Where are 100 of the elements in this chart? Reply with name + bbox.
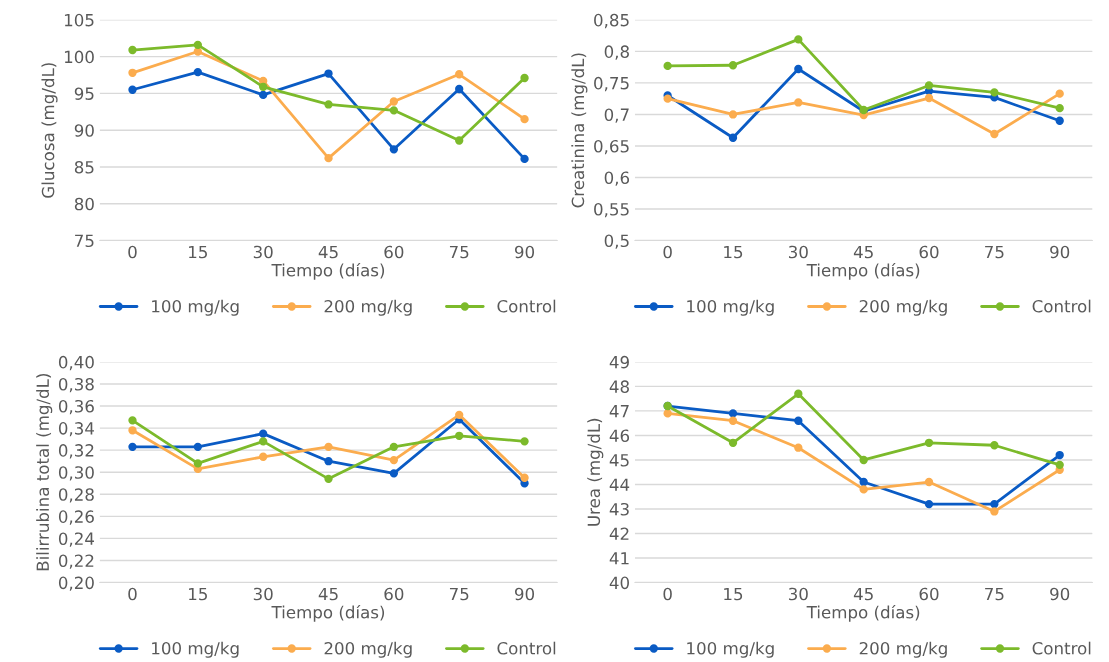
x-tick-label: 0 xyxy=(128,587,137,601)
point xyxy=(924,477,934,487)
y-tick-label: 0,36 xyxy=(58,399,94,415)
point xyxy=(389,455,399,465)
point xyxy=(128,416,137,425)
point xyxy=(1055,116,1064,125)
x-tick-label: 75 xyxy=(985,245,1004,259)
point xyxy=(924,438,934,447)
x-tick-label: 60 xyxy=(384,587,404,601)
y-tick-label: 75 xyxy=(75,234,94,248)
y-tick-label: 41 xyxy=(609,552,629,565)
point xyxy=(859,485,868,494)
y-axis-title: Creatinina (mg/dL) xyxy=(571,53,588,208)
point xyxy=(520,73,529,83)
point xyxy=(128,45,137,55)
x-tick-label: 60 xyxy=(384,245,404,259)
point xyxy=(990,507,999,516)
y-tick-label: 45 xyxy=(609,454,629,467)
point xyxy=(924,499,934,509)
point xyxy=(389,469,399,478)
y-tick-label: 0,26 xyxy=(58,510,94,525)
y-tick-label: 0,5 xyxy=(604,234,629,249)
legend-label: 200 mg/kg xyxy=(324,641,412,658)
y-axis-title: Bilirrubina total (mg/dL) xyxy=(36,374,53,571)
y-tick-label: 46 xyxy=(609,429,630,443)
point xyxy=(128,85,137,94)
point xyxy=(520,154,529,164)
point xyxy=(455,136,464,145)
legend-label: Control xyxy=(1032,641,1091,655)
y-tick-label: 95 xyxy=(74,87,94,100)
point xyxy=(728,438,738,447)
legend-label: 200 mg/kg xyxy=(859,641,947,658)
y-tick-label: 43 xyxy=(609,502,629,516)
y-axis-title: Glucosa (mg/dL) xyxy=(41,63,58,198)
y-tick-label: 0,6 xyxy=(604,171,630,186)
y-tick-label: 0,40 xyxy=(58,355,94,371)
point xyxy=(455,431,464,440)
y-tick-label: 49 xyxy=(609,355,629,369)
x-tick-label: 60 xyxy=(919,587,939,601)
x-axis-title: Tiempo (días) xyxy=(806,604,920,622)
point xyxy=(193,442,202,452)
point xyxy=(924,81,934,90)
y-tick-label: 0,32 xyxy=(58,444,94,459)
x-tick-label: 30 xyxy=(788,245,808,259)
point xyxy=(663,409,672,418)
point xyxy=(728,416,738,425)
point xyxy=(924,93,934,103)
legend-label: 100 mg/kg xyxy=(687,641,774,658)
point xyxy=(728,409,738,418)
y-tick-label: 100 xyxy=(64,50,94,64)
x-axis-title: Tiempo (días) xyxy=(806,262,920,280)
point xyxy=(259,429,268,438)
point xyxy=(794,98,803,107)
point xyxy=(193,459,202,468)
point xyxy=(259,452,268,461)
y-tick-label: 90 xyxy=(74,124,94,137)
x-tick-label: 15 xyxy=(724,587,743,601)
y-tick-label: 85 xyxy=(74,160,94,174)
x-tick-label: 30 xyxy=(788,587,808,601)
point xyxy=(259,82,268,91)
x-tick-label: 90 xyxy=(514,245,535,259)
x-tick-label: 0 xyxy=(663,245,672,259)
point xyxy=(259,90,268,100)
point xyxy=(455,84,464,94)
point xyxy=(1055,89,1064,98)
point xyxy=(324,474,333,484)
point xyxy=(455,70,464,79)
legend-label: Control xyxy=(1032,299,1091,313)
point xyxy=(990,129,999,139)
point xyxy=(324,442,333,452)
point xyxy=(389,97,399,106)
x-tick-label: 90 xyxy=(1050,587,1070,601)
point xyxy=(794,443,803,452)
x-tick-label: 75 xyxy=(449,245,469,259)
x-tick-label: 90 xyxy=(514,587,535,601)
point xyxy=(128,442,137,452)
legend-label: Control xyxy=(497,641,556,655)
point xyxy=(324,69,333,78)
x-tick-label: 60 xyxy=(919,245,939,259)
x-tick-label: 15 xyxy=(189,587,207,601)
point xyxy=(520,114,529,124)
point xyxy=(324,457,333,466)
point xyxy=(324,153,333,163)
y-tick-label: 0,20 xyxy=(58,576,94,591)
y-tick-label: 0,85 xyxy=(594,13,629,29)
y-tick-label: 0,28 xyxy=(58,488,94,503)
x-tick-label: 15 xyxy=(189,245,207,259)
point xyxy=(1055,460,1064,470)
x-tick-label: 45 xyxy=(318,245,338,259)
legend-label: 100 mg/kg xyxy=(152,299,239,316)
x-tick-label: 0 xyxy=(128,245,137,259)
y-tick-label: 42 xyxy=(609,527,629,540)
y-tick-label: 0,38 xyxy=(58,377,94,393)
y-tick-label: 0,7 xyxy=(604,108,629,123)
point xyxy=(193,40,202,50)
y-tick-label: 0,24 xyxy=(58,532,95,547)
point xyxy=(520,437,529,446)
point xyxy=(389,145,399,154)
point xyxy=(990,88,999,97)
legend-label: 200 mg/kg xyxy=(859,299,947,316)
